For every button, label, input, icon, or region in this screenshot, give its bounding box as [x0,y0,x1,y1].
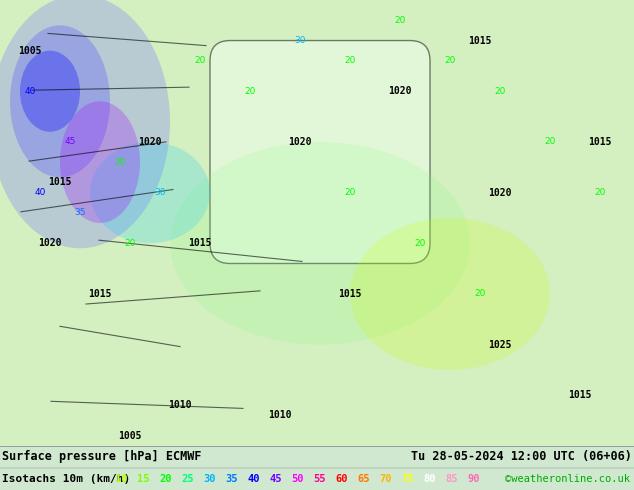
Text: 30: 30 [203,474,216,484]
Text: 45: 45 [64,137,75,147]
Text: 20: 20 [444,56,456,65]
Ellipse shape [10,25,110,177]
Text: 35: 35 [74,208,86,218]
Text: 10: 10 [115,474,127,484]
Text: ©weatheronline.co.uk: ©weatheronline.co.uk [505,474,630,484]
Text: 1015: 1015 [88,289,112,299]
Text: Isotachs 10m (km/h): Isotachs 10m (km/h) [2,474,144,484]
Text: 1025: 1025 [488,340,512,349]
Ellipse shape [20,50,80,132]
Text: 75: 75 [401,474,413,484]
Text: 50: 50 [291,474,304,484]
Text: 70: 70 [379,474,392,484]
Text: 40: 40 [24,87,36,96]
Text: 1020: 1020 [138,137,162,147]
Text: 1010: 1010 [268,411,292,420]
Text: 40: 40 [247,474,259,484]
Ellipse shape [90,142,210,243]
Text: 1020: 1020 [38,238,61,248]
Text: 20: 20 [124,239,136,248]
Text: 1015: 1015 [339,289,362,299]
Text: 65: 65 [357,474,370,484]
Ellipse shape [0,0,170,248]
Text: 15: 15 [137,474,150,484]
Text: 1015: 1015 [48,177,72,187]
Text: 30: 30 [154,188,165,197]
Text: 60: 60 [335,474,347,484]
Text: 20: 20 [114,158,126,167]
Text: 1020: 1020 [288,137,312,147]
Text: 1015: 1015 [188,238,212,248]
Text: 1005: 1005 [119,431,142,441]
Text: 20: 20 [414,239,425,248]
Text: 1015: 1015 [588,137,612,147]
Text: 20: 20 [545,137,555,147]
Text: 20: 20 [474,290,486,298]
Text: 20: 20 [159,474,172,484]
Text: 1015: 1015 [469,36,492,46]
Text: 20: 20 [394,16,406,25]
Text: 20: 20 [244,87,256,96]
Text: 1005: 1005 [18,46,42,56]
Text: 55: 55 [313,474,325,484]
Text: Tu 28-05-2024 12:00 UTC (06+06): Tu 28-05-2024 12:00 UTC (06+06) [411,450,632,464]
Text: Surface pressure [hPa] ECMWF: Surface pressure [hPa] ECMWF [2,450,202,464]
Text: 20: 20 [594,188,605,197]
Text: 1010: 1010 [168,400,191,410]
Text: 1020: 1020 [488,188,512,197]
Text: 1020: 1020 [388,86,411,96]
Text: 20: 20 [344,56,356,65]
FancyBboxPatch shape [210,41,430,264]
Text: 90: 90 [467,474,479,484]
Ellipse shape [350,218,550,370]
Text: 35: 35 [225,474,238,484]
Text: 30: 30 [294,36,306,45]
Text: 20: 20 [344,188,356,197]
Ellipse shape [60,101,140,223]
Text: 40: 40 [34,188,46,197]
Text: 1015: 1015 [568,390,592,400]
Text: 85: 85 [445,474,458,484]
Ellipse shape [170,142,470,344]
Text: 20: 20 [194,56,205,65]
Text: 45: 45 [269,474,281,484]
Text: 20: 20 [495,87,506,96]
Text: 25: 25 [181,474,193,484]
Text: 80: 80 [423,474,436,484]
